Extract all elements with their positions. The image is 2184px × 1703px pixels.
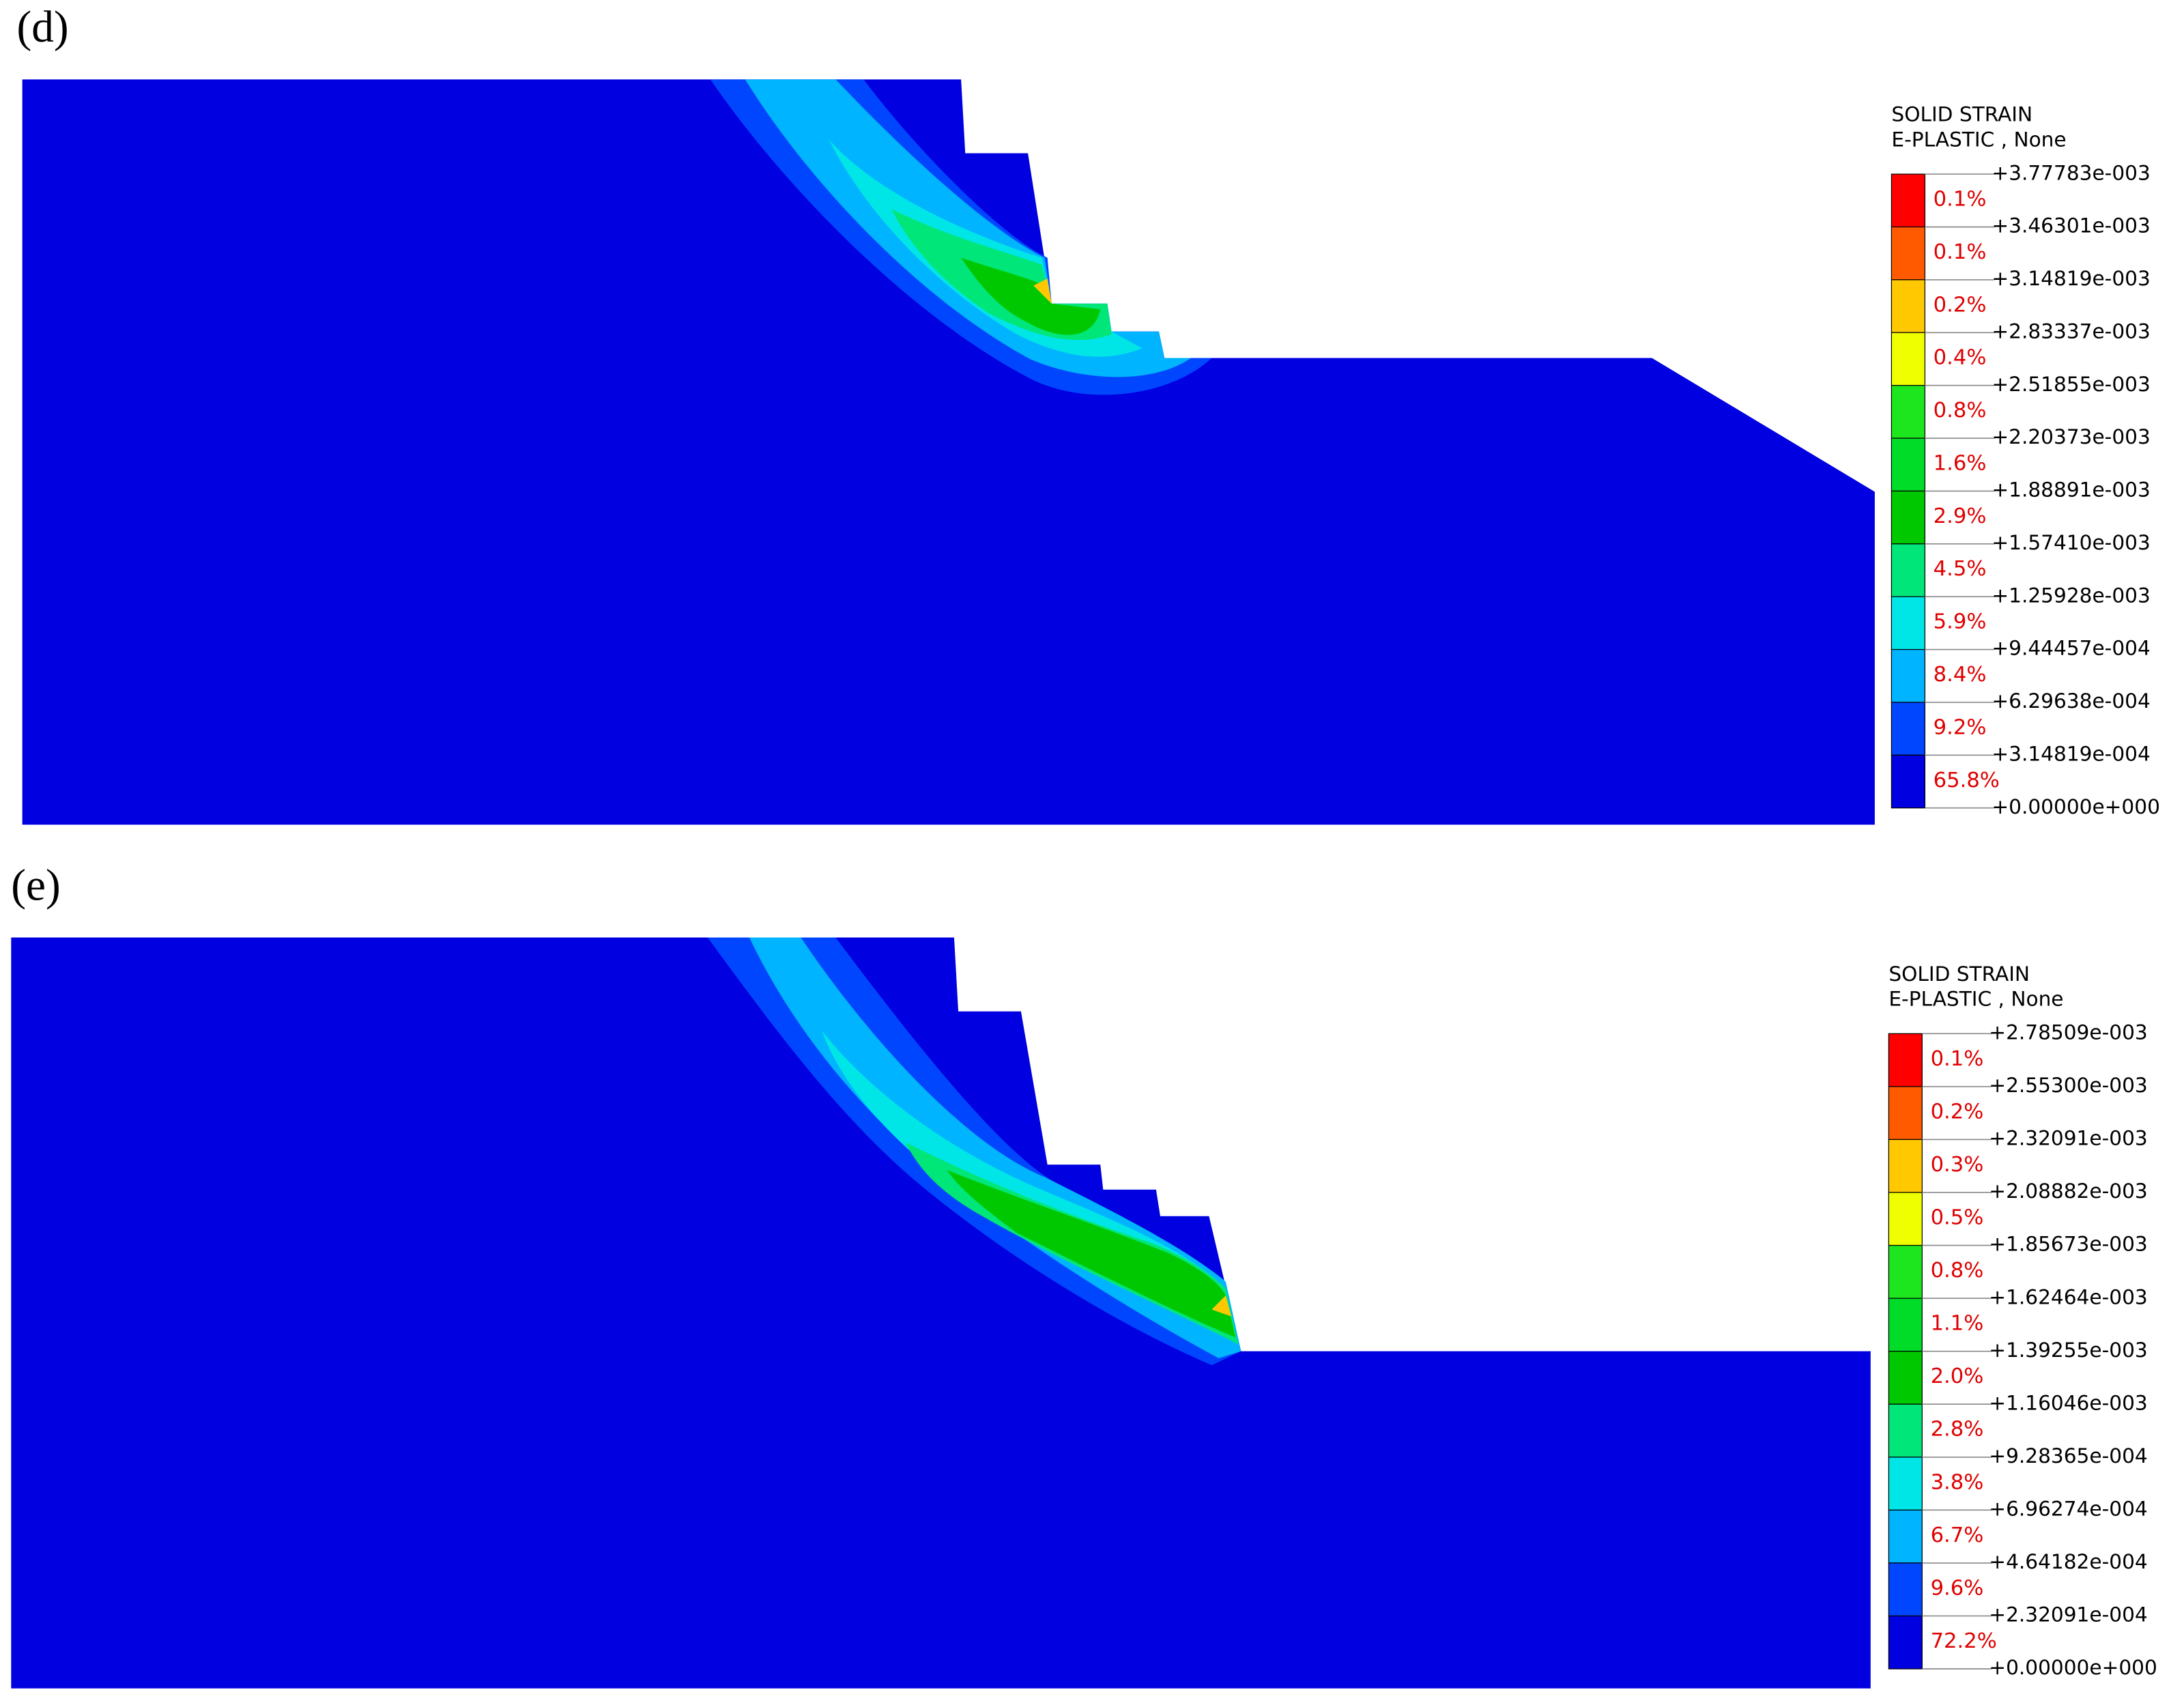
legend-percent: 0.2% bbox=[1934, 293, 1987, 317]
legend-band bbox=[1888, 1457, 1923, 1511]
legend-percent: 2.8% bbox=[1931, 1418, 1984, 1442]
legend-band bbox=[1888, 1244, 1923, 1299]
legend-percent: 0.4% bbox=[1934, 346, 1987, 370]
strain-peak bbox=[1033, 278, 1052, 304]
legend-level: +3.14819e-003 bbox=[1992, 267, 2150, 290]
legend-percent: 5.9% bbox=[1934, 610, 1987, 634]
legend-level: +1.85673e-003 bbox=[1989, 1233, 2147, 1256]
legend-title: E-PLASTIC , None bbox=[1891, 128, 2066, 151]
legend-level: +1.57410e-003 bbox=[1992, 531, 2150, 554]
legend-level: +0.00000e+000 bbox=[1989, 1656, 2157, 1679]
legend-band bbox=[1888, 1298, 1923, 1352]
legend-level: +2.20373e-003 bbox=[1992, 425, 2150, 448]
legend-title: SOLID STRAIN bbox=[1891, 103, 2032, 126]
legend-percent: 9.2% bbox=[1934, 715, 1987, 739]
legend-level: +3.14819e-004 bbox=[1992, 743, 2150, 766]
legend-percent: 2.9% bbox=[1934, 504, 1987, 528]
legend-level: +9.44457e-004 bbox=[1992, 637, 2150, 660]
legend-band bbox=[1888, 1033, 1923, 1087]
legend-percent: 8.4% bbox=[1934, 663, 1987, 687]
legend-level: +9.28365e-004 bbox=[1989, 1444, 2147, 1468]
legend-band bbox=[1888, 1562, 1923, 1617]
strain-peak bbox=[1211, 1296, 1232, 1317]
legend-band bbox=[1891, 702, 1926, 756]
legend-percent: 0.1% bbox=[1934, 240, 1987, 264]
legend-percent: 72.2% bbox=[1931, 1629, 1997, 1653]
legend-title: E-PLASTIC , None bbox=[1888, 988, 2063, 1011]
legend-band bbox=[1891, 173, 1926, 228]
legend-percent: 0.8% bbox=[1934, 399, 1987, 423]
legend-band bbox=[1891, 490, 1926, 545]
legend-band bbox=[1888, 1086, 1923, 1141]
legend-level: +6.96274e-004 bbox=[1989, 1497, 2147, 1520]
legend-band bbox=[1891, 438, 1926, 492]
legend-level: +1.62464e-003 bbox=[1989, 1285, 2147, 1308]
legend-band bbox=[1891, 332, 1926, 386]
legend-level: +1.88891e-003 bbox=[1992, 478, 2150, 502]
legend-level: +1.39255e-003 bbox=[1989, 1339, 2147, 1362]
legend-percent: 0.1% bbox=[1931, 1047, 1984, 1071]
legend-level: +3.46301e-003 bbox=[1992, 214, 2150, 238]
legend-percent: 0.8% bbox=[1931, 1259, 1984, 1283]
legend-level: +6.29638e-004 bbox=[1992, 689, 2150, 713]
slope-body bbox=[22, 79, 1875, 825]
legend-level: +4.64182e-004 bbox=[1989, 1550, 2147, 1573]
legend-percent: 0.3% bbox=[1931, 1153, 1984, 1177]
legend-percent: 3.8% bbox=[1931, 1470, 1984, 1494]
legend-level: +2.83337e-003 bbox=[1992, 319, 2150, 343]
legend-band bbox=[1891, 648, 1926, 703]
legend-percent: 65.8% bbox=[1934, 769, 2000, 792]
legend-percent: 1.1% bbox=[1931, 1312, 1984, 1336]
legend-level: +1.16046e-003 bbox=[1989, 1391, 2147, 1414]
model-d bbox=[22, 79, 1875, 825]
legend-band bbox=[1888, 1403, 1923, 1458]
legend-percent: 6.7% bbox=[1931, 1523, 1984, 1547]
legend-percent: 0.2% bbox=[1931, 1100, 1984, 1124]
legend-band bbox=[1891, 279, 1926, 333]
strain-band bbox=[961, 257, 1101, 335]
legend-level: +2.32091e-003 bbox=[1989, 1127, 2147, 1150]
legend-level: +2.78509e-003 bbox=[1989, 1021, 2147, 1044]
legend-level: +2.51855e-003 bbox=[1992, 373, 2150, 396]
legend-band bbox=[1891, 385, 1926, 439]
legend-band bbox=[1891, 596, 1926, 650]
legend-percent: 0.1% bbox=[1934, 188, 1987, 212]
legend-band bbox=[1888, 1192, 1923, 1246]
strain-band bbox=[947, 1170, 1236, 1338]
legend-band bbox=[1891, 754, 1926, 809]
panel-label: (e) bbox=[11, 861, 60, 910]
panel-label: (d) bbox=[16, 3, 68, 52]
legend-level: +0.00000e+000 bbox=[1992, 795, 2160, 818]
legend-percent: 9.6% bbox=[1931, 1576, 1984, 1600]
model-e bbox=[11, 937, 1871, 1689]
legend-percent: 1.6% bbox=[1934, 451, 1987, 475]
strain-band bbox=[745, 79, 1191, 377]
legend-band bbox=[1888, 1615, 1923, 1670]
legend-level: +2.32091e-004 bbox=[1989, 1603, 2147, 1627]
legend-percent: 0.5% bbox=[1931, 1206, 1984, 1230]
legend-level: +1.25928e-003 bbox=[1992, 584, 2150, 607]
legend-level: +2.55300e-003 bbox=[1989, 1074, 2147, 1097]
legend-title: SOLID STRAIN bbox=[1888, 962, 2030, 986]
legend-band bbox=[1888, 1139, 1923, 1193]
legend-band bbox=[1888, 1509, 1923, 1564]
legend-band bbox=[1891, 226, 1926, 281]
legend-band bbox=[1891, 543, 1926, 597]
legend-percent: 4.5% bbox=[1934, 557, 1987, 581]
legend-level: +2.08882e-003 bbox=[1989, 1179, 2147, 1203]
legend-level: +3.77783e-003 bbox=[1992, 161, 2150, 184]
slope-body bbox=[11, 937, 1871, 1689]
legend-band bbox=[1888, 1351, 1923, 1405]
legend-percent: 2.0% bbox=[1931, 1364, 1984, 1388]
